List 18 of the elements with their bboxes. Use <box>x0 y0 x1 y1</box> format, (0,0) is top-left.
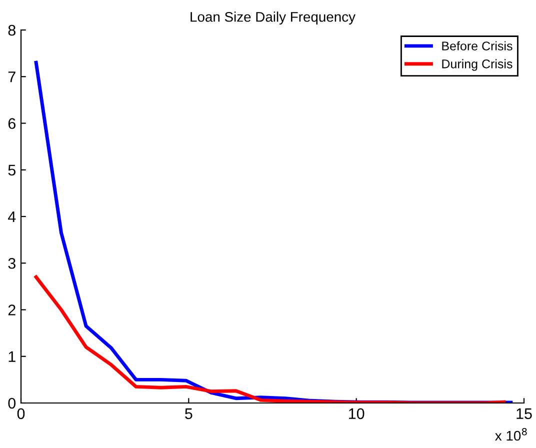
x-tick-label: 0 <box>17 408 25 420</box>
legend-label: Before Crisis <box>442 41 512 50</box>
x-tick-label: 15 <box>516 408 532 420</box>
y-tick-label: 7 <box>8 72 16 82</box>
line-series <box>34 275 506 403</box>
y-tick-label: 8 <box>8 24 16 36</box>
legend-label: During Crisis <box>442 59 512 71</box>
text: x 10$^{8}$ <box>495 428 527 441</box>
y-tick-label: 5 <box>8 164 16 176</box>
y-tick-label: 3 <box>8 258 16 269</box>
y-tick-label: 2 <box>8 304 16 316</box>
y-tick-label: 0 <box>8 398 16 409</box>
chart-title: Loan Size Daily Frequency <box>190 12 356 25</box>
y-tick-label: 6 <box>8 118 16 129</box>
y-tick-label: 4 <box>8 212 16 222</box>
x-tick-label: 5 <box>185 408 192 420</box>
x-tick-label: 10 <box>349 408 364 420</box>
y-tick-label: 1 <box>8 351 16 362</box>
